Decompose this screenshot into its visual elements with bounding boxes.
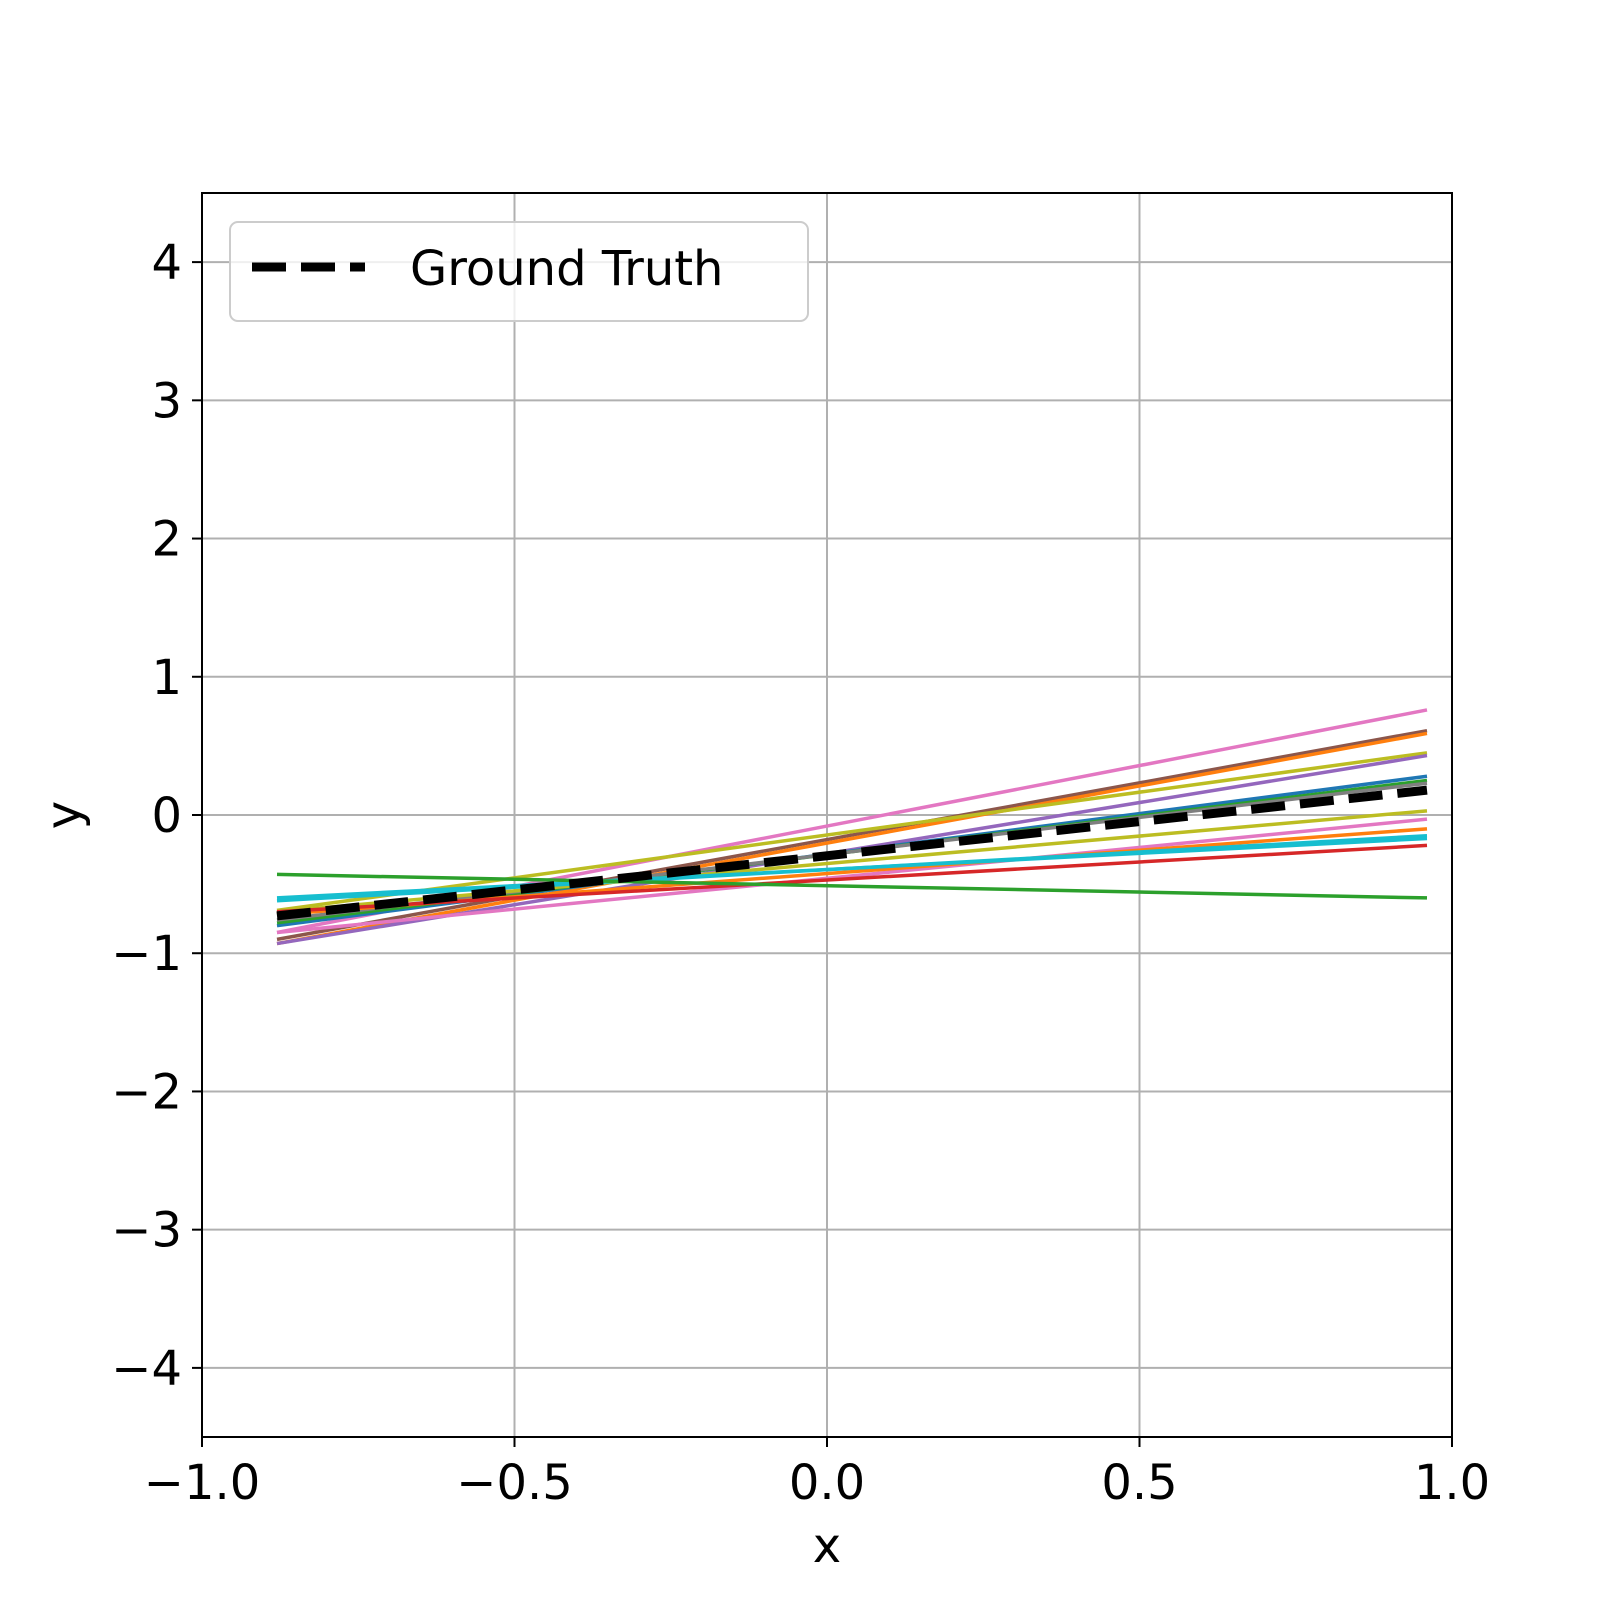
y-tick-label: 2 xyxy=(151,512,182,568)
x-tick-label: −0.5 xyxy=(456,1455,573,1511)
y-tick-label: 1 xyxy=(151,650,182,706)
x-ticks: −1.0 −0.5 0.0 0.5 1.0 xyxy=(144,1437,1490,1511)
x-tick-label: 1.0 xyxy=(1414,1455,1490,1511)
y-tick-label: −3 xyxy=(111,1203,182,1259)
x-tick-label: 0.5 xyxy=(1101,1455,1177,1511)
ground-truth-layer xyxy=(276,785,1428,921)
x-axis-label: x xyxy=(813,1518,841,1574)
legend-label-ground-truth: Ground Truth xyxy=(410,241,723,297)
series-line-13 xyxy=(276,836,1428,900)
grid-lines xyxy=(201,193,1453,1437)
y-axis-label: y xyxy=(36,801,92,829)
series-line-8 xyxy=(276,781,1428,922)
series-line-15 xyxy=(276,872,1428,900)
series-line-14 xyxy=(276,843,1428,914)
x-tick-label: −1.0 xyxy=(144,1455,261,1511)
x-tick-label: 0.0 xyxy=(789,1455,865,1511)
ground-truth-line xyxy=(276,785,1428,921)
y-tick-label: 3 xyxy=(151,373,182,429)
y-tick-label: −2 xyxy=(111,1064,182,1120)
series-line-9 xyxy=(276,809,1428,914)
series-line-10 xyxy=(276,817,1428,935)
series-line-2 xyxy=(276,728,1428,942)
y-tick-label: 0 xyxy=(151,788,182,844)
y-tick-label: −1 xyxy=(111,926,182,982)
legend: Ground Truth xyxy=(229,221,809,322)
legend-box xyxy=(229,221,809,322)
y-tick-label: 4 xyxy=(151,235,182,291)
series-layer xyxy=(276,708,1428,946)
y-tick-label: −4 xyxy=(111,1341,182,1397)
series-line-3 xyxy=(276,731,1428,946)
y-ticks: −4 −3 −2 −1 0 1 2 3 4 xyxy=(111,235,202,1397)
series-line-4 xyxy=(276,751,1428,913)
